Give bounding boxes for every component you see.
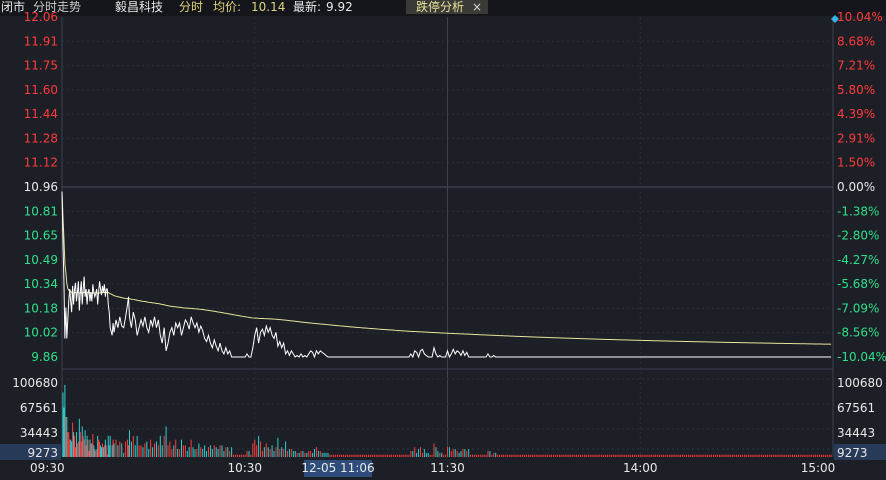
right-percent-tick: -7.09% <box>837 301 879 315</box>
time-axis-label: 15:00 <box>801 461 836 475</box>
price-line <box>61 191 832 359</box>
latest-price-label: 最新: <box>293 0 322 14</box>
left-price-tick: 11.60 <box>24 83 58 97</box>
left-price-tick: 10.34 <box>24 277 58 291</box>
right-percent-tick: 0.00% <box>837 180 875 194</box>
top-info-bar: 闭市 分时走势 毅昌科技 分时 均价: 10.14 最新: 9.92 跌停分析 … <box>0 0 886 16</box>
right-percent-tick: -8.56% <box>837 326 879 340</box>
stock-name: 毅昌科技 <box>115 0 164 14</box>
right-percent-tick: 5.80% <box>837 83 875 97</box>
left-volume-tick: 100680 <box>12 376 58 390</box>
left-price-tick: 11.12 <box>24 156 58 170</box>
left-volume-tick: 67561 <box>20 401 58 415</box>
latest-price-value: 9.92 <box>326 0 353 14</box>
left-price-tick: 11.44 <box>24 107 58 121</box>
view-label[interactable]: 分时走势 <box>33 0 82 14</box>
right-percent-tick: -4.27% <box>837 253 879 267</box>
mode-label[interactable]: 分时 <box>179 0 204 14</box>
right-percent-tick: -10.04% <box>837 350 886 364</box>
left-volume-tick: 34443 <box>20 426 58 440</box>
right-volume-tick: 34443 <box>837 426 875 440</box>
cursor-time-label: 12-05 11:06 <box>301 461 374 475</box>
right-percent-tick: 10.04% <box>837 10 883 24</box>
left-price-tick: 9.86 <box>31 350 58 364</box>
right-percent-tick: -5.68% <box>837 277 879 291</box>
left-price-tick: 10.18 <box>24 301 58 315</box>
right-percent-tick: 1.50% <box>837 156 875 170</box>
market-status: 闭市 <box>1 0 26 14</box>
left-price-tick: 12.06 <box>24 10 58 24</box>
left-price-tick: 10.65 <box>24 229 58 243</box>
left-price-tick: 10.96 <box>24 180 58 194</box>
left-price-tick: 10.81 <box>24 204 58 218</box>
avg-price-value: 10.14 <box>251 0 286 14</box>
cursor-time-box <box>304 460 372 477</box>
time-axis-label: 09:30 <box>30 461 65 475</box>
left-price-tick: 11.28 <box>24 131 58 145</box>
time-axis-label: 11:30 <box>430 461 465 475</box>
close-icon[interactable]: × <box>472 0 483 14</box>
current-price-marker-icon <box>831 15 839 23</box>
time-axis-label: 14:00 <box>623 461 658 475</box>
left-price-tick: 11.75 <box>24 59 58 73</box>
right-percent-tick: 2.91% <box>837 131 875 145</box>
right-percent-tick: 8.68% <box>837 34 875 48</box>
right-volume-tick: 67561 <box>837 401 875 415</box>
left-price-tick: 10.49 <box>24 253 58 267</box>
limit-down-analysis-label: 跌停分析 <box>416 0 465 14</box>
average-price-line <box>61 191 832 345</box>
right-percent-tick: -2.80% <box>837 229 879 243</box>
left-price-tick: 10.02 <box>24 326 58 340</box>
avg-price-label: 均价: <box>213 0 242 14</box>
right-percent-tick: -1.38% <box>837 204 879 218</box>
right-volume-tick: 100680 <box>837 376 883 390</box>
right-volume-tick: 9273 <box>837 446 868 460</box>
volume-value-highlight <box>0 444 61 460</box>
time-axis-label: 10:30 <box>227 461 262 475</box>
left-price-tick: 11.91 <box>24 34 58 48</box>
limit-down-analysis-button[interactable]: 跌停分析 × <box>406 0 488 14</box>
right-percent-tick: 7.21% <box>837 59 875 73</box>
left-volume-tick: 9273 <box>27 446 58 460</box>
right-percent-tick: 4.39% <box>837 107 875 121</box>
volume-value-highlight-right <box>834 444 886 460</box>
